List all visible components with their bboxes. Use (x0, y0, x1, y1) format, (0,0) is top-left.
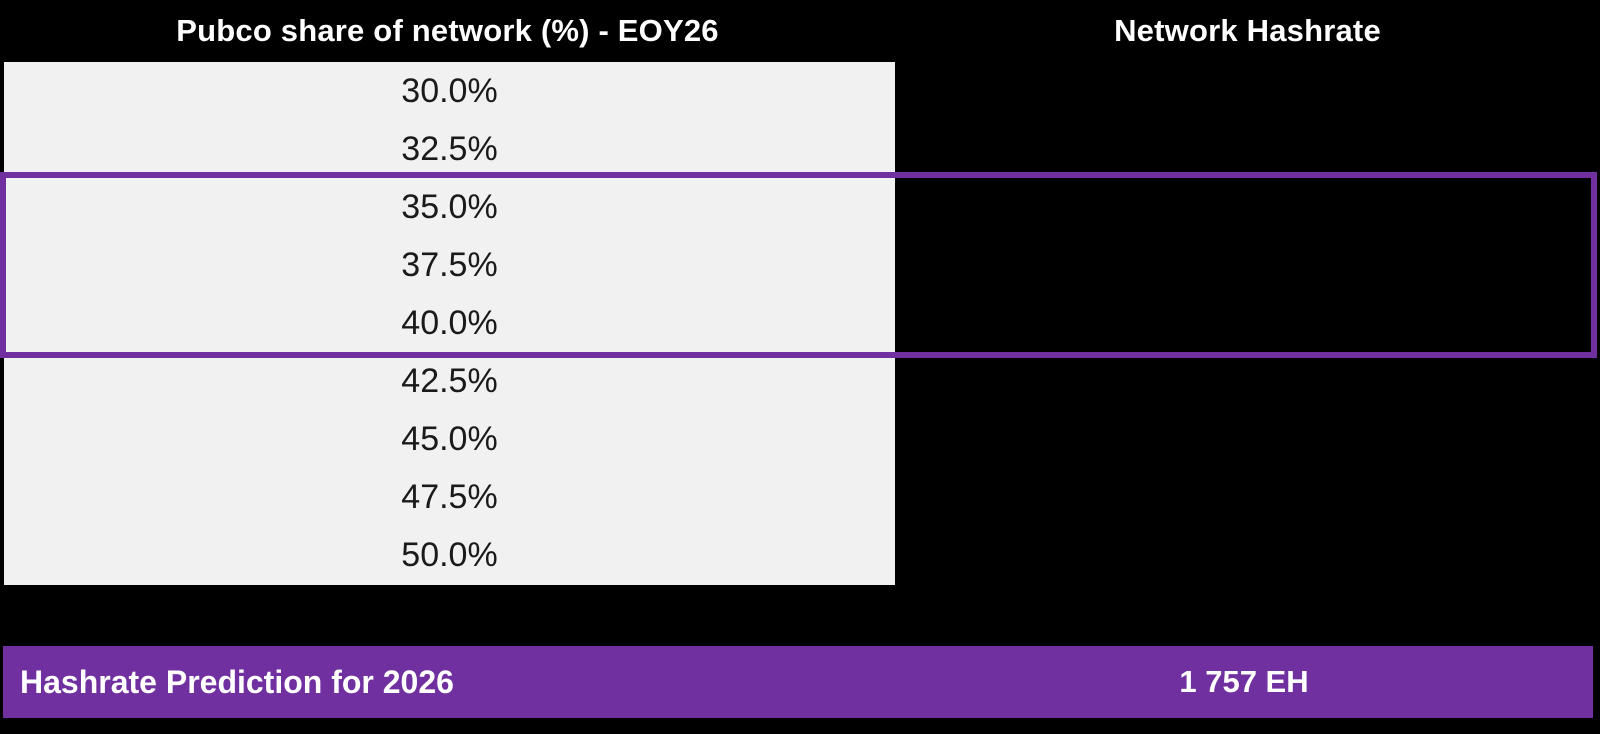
table-header-row: Pubco share of network (%) - EOY26 Netwo… (0, 0, 1600, 62)
share-cell[interactable]: 50.0% (401, 536, 498, 575)
prediction-banner: Hashrate Prediction for 2026 1 757 EH (3, 646, 1593, 718)
hashrate-cell[interactable] (895, 353, 1600, 411)
prediction-value: 1 757 EH (1179, 664, 1309, 699)
hashrate-cell[interactable] (895, 469, 1600, 527)
share-cell[interactable]: 30.0% (401, 71, 498, 110)
prediction-label: Hashrate Prediction for 2026 (20, 663, 454, 700)
share-cell[interactable]: 40.0% (401, 303, 498, 342)
share-cell[interactable]: 42.5% (401, 362, 498, 401)
hashrate-cell[interactable] (895, 294, 1600, 352)
pubco-share-column-header: Pubco share of network (%) - EOY26 (176, 13, 719, 48)
share-cell[interactable]: 35.0% (401, 187, 498, 226)
share-cell[interactable]: 32.5% (401, 129, 498, 168)
network-hashrate-column-header: Network Hashrate (1114, 13, 1381, 48)
hashrate-cell[interactable] (895, 411, 1600, 469)
hashrate-cell[interactable] (895, 62, 1600, 120)
hashrate-cell[interactable] (895, 236, 1600, 294)
share-cell[interactable]: 45.0% (401, 420, 498, 459)
hashrate-cell[interactable] (895, 527, 1600, 585)
hashrate-cell[interactable] (895, 178, 1600, 236)
share-cell[interactable]: 37.5% (401, 245, 498, 284)
share-column: 30.0% 32.5% 35.0% 37.5% 40.0% 42.5% 45.0% 47.5%… (4, 62, 895, 585)
hashrate-column (895, 62, 1600, 585)
hashrate-cell[interactable] (895, 120, 1600, 178)
share-cell[interactable]: 47.5% (401, 478, 498, 517)
